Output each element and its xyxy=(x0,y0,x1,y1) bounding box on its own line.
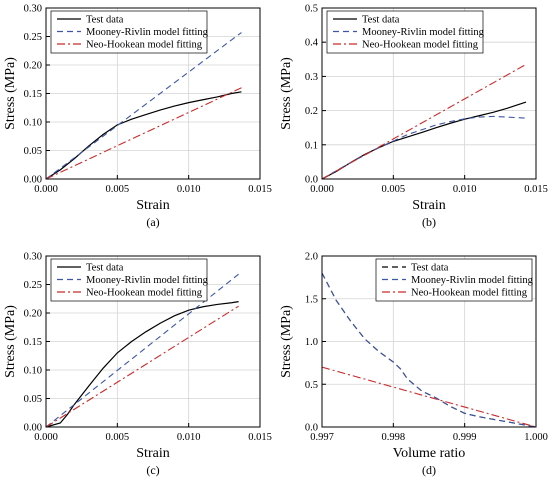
y-tick-label: 0.10 xyxy=(24,366,42,377)
y-tick-label: 0.20 xyxy=(24,309,42,320)
x-axis-label: Strain xyxy=(412,198,445,213)
x-tick-label: 0.015 xyxy=(248,184,272,195)
x-tick-label: 0.000 xyxy=(310,184,334,195)
y-tick-label: 0.5 xyxy=(305,4,318,15)
legend-label-3: Neo-Hookean model fitting xyxy=(86,288,203,299)
series-line-2 xyxy=(321,115,527,180)
x-tick-label: 1.000 xyxy=(524,432,548,443)
y-tick-label: 2.0 xyxy=(305,252,318,263)
legend-label-2: Mooney-Rivlin model fitting xyxy=(411,275,534,286)
panel-label: (d) xyxy=(422,463,436,477)
legend-label-1: Test data xyxy=(411,263,449,274)
y-tick-label: 0.00 xyxy=(24,423,42,434)
y-tick-label: 0.0 xyxy=(305,423,318,434)
y-tick-label: 1.5 xyxy=(305,294,318,305)
y-axis-label: Stress (MPa) xyxy=(279,305,294,378)
y-tick-label: 0.15 xyxy=(24,89,42,100)
y-tick-label: 0.00 xyxy=(24,175,42,186)
series-line-3 xyxy=(321,366,537,428)
y-tick-label: 1.0 xyxy=(305,337,318,348)
y-axis-label: Stress (MPa) xyxy=(3,57,18,130)
y-tick-label: 0.15 xyxy=(24,337,42,348)
x-tick-label: 0.998 xyxy=(382,432,406,443)
y-tick-label: 0.30 xyxy=(24,4,42,15)
series-line-2 xyxy=(45,32,242,180)
y-tick-label: 0.1 xyxy=(305,140,318,151)
panel-label: (a) xyxy=(146,215,159,229)
x-tick-label: 0.005 xyxy=(106,184,130,195)
y-tick-label: 0.05 xyxy=(24,394,42,405)
x-tick-label: 0.000 xyxy=(34,184,58,195)
y-tick-label: 0.5 xyxy=(305,380,318,391)
y-tick-label: 0.30 xyxy=(24,252,42,263)
x-axis-label: Volume ratio xyxy=(393,446,465,461)
panel-label: (c) xyxy=(146,463,159,477)
legend-label-2: Mooney-Rivlin model fitting xyxy=(86,275,209,286)
x-tick-label: 0.010 xyxy=(453,184,477,195)
legend-label-2: Mooney-Rivlin model fitting xyxy=(362,27,485,38)
y-tick-label: 0.2 xyxy=(305,106,318,117)
legend-label-1: Test data xyxy=(362,15,400,26)
y-tick-label: 0.10 xyxy=(24,118,42,129)
legend-label-3: Neo-Hookean model fitting xyxy=(411,288,528,299)
y-tick-label: 0.4 xyxy=(305,38,319,49)
x-tick-label: 0.005 xyxy=(382,184,406,195)
x-tick-label: 0.010 xyxy=(177,184,201,195)
y-axis-label: Stress (MPa) xyxy=(279,57,294,130)
x-tick-label: 0.015 xyxy=(248,432,272,443)
series-line-3 xyxy=(45,305,239,428)
series-line-3 xyxy=(321,63,527,180)
x-axis-label: Strain xyxy=(136,446,169,461)
plot-frame xyxy=(321,7,537,180)
series-line-2 xyxy=(321,272,537,428)
y-tick-label: 0.05 xyxy=(24,146,42,157)
legend-label-1: Test data xyxy=(86,263,124,274)
y-tick-label: 0.25 xyxy=(24,280,42,291)
legend-label-3: Neo-Hookean model fitting xyxy=(362,40,479,51)
legend-label-3: Neo-Hookean model fitting xyxy=(86,40,203,51)
legend-label-1: Test data xyxy=(86,15,124,26)
x-tick-label: 0.015 xyxy=(524,184,548,195)
x-tick-label: 0.999 xyxy=(453,432,477,443)
chart-panel-1: 0.000 0.005 0.010 0.015 0.00 0.05 0.10 0.15 0.20… xyxy=(3,4,272,230)
legend-label-2: Mooney-Rivlin model fitting xyxy=(86,27,209,38)
x-axis-label: Strain xyxy=(136,198,169,213)
x-tick-label: 0.010 xyxy=(177,432,201,443)
x-tick-label: 0.005 xyxy=(106,432,130,443)
series-line-1 xyxy=(321,101,527,180)
y-tick-label: 0.25 xyxy=(24,32,42,43)
x-tick-label: 0.997 xyxy=(310,432,334,443)
chart-panel-3: 0.000 0.005 0.010 0.015 0.00 0.05 0.10 0.15 0.20… xyxy=(3,252,272,478)
y-tick-label: 0.3 xyxy=(305,72,318,83)
y-tick-label: 0.20 xyxy=(24,61,42,72)
y-axis-label: Stress (MPa) xyxy=(3,305,18,378)
panel-label: (b) xyxy=(422,215,436,229)
chart-panel-2: 0.000 0.005 0.010 0.015 0.0 0.1 0.2 0.3 0.4 0.5 St… xyxy=(279,4,548,230)
y-tick-label: 0.0 xyxy=(305,175,318,186)
chart-panel-4: 0.997 0.998 0.999 1.000 0.0 0.5 1.0 1.5 2.0 Volum… xyxy=(279,252,548,478)
x-tick-label: 0.000 xyxy=(34,432,58,443)
series-line-3 xyxy=(45,87,242,180)
series-line-1 xyxy=(45,301,239,428)
